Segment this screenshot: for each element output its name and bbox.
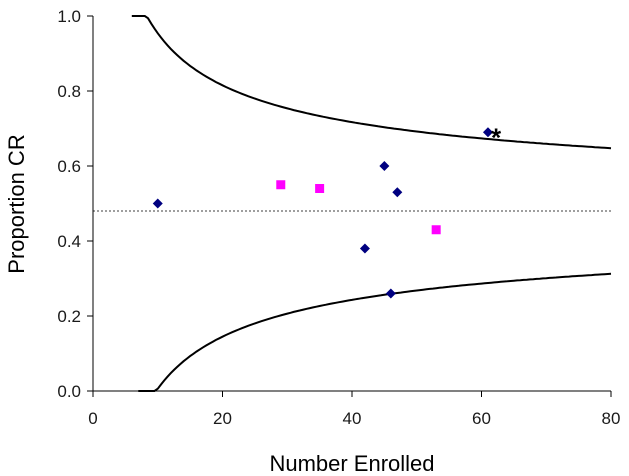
x-axis-title: Number Enrolled (269, 451, 434, 476)
y-tick-label: 0.8 (57, 82, 81, 101)
square-point (431, 225, 441, 235)
diamond-point (379, 161, 390, 171)
axes: 0.0 0.2 0.4 0.6 0.8 1.0 0 20 40 60 80 (57, 7, 620, 428)
y-tick-label: 0.2 (57, 307, 81, 326)
x-tick-label: 0 (88, 409, 97, 428)
diamond-point (152, 198, 163, 209)
data-points (152, 127, 493, 299)
y-tick-label: 1.0 (57, 7, 81, 26)
y-tick-label: 0.4 (57, 232, 81, 251)
diamond-point (482, 127, 493, 138)
upper-control-limit (131, 15, 612, 150)
x-tick-label: 60 (472, 409, 491, 428)
y-tick-label: 0.0 (57, 382, 81, 401)
asterisk-annotation: * (491, 122, 502, 152)
control-limits (131, 15, 612, 392)
x-tick-label: 20 (213, 409, 232, 428)
x-tick-label: 40 (343, 409, 362, 428)
y-axis-title: Proportion CR (4, 134, 29, 273)
x-tick-label: 80 (602, 409, 621, 428)
diamond-point (385, 288, 396, 299)
lower-control-limit (138, 272, 612, 392)
square-point (315, 184, 325, 193)
diamond-point (359, 243, 370, 254)
diamond-point (392, 187, 403, 198)
annotations: * (491, 122, 502, 152)
square-point (276, 180, 286, 190)
y-tick-label: 0.6 (57, 157, 81, 176)
